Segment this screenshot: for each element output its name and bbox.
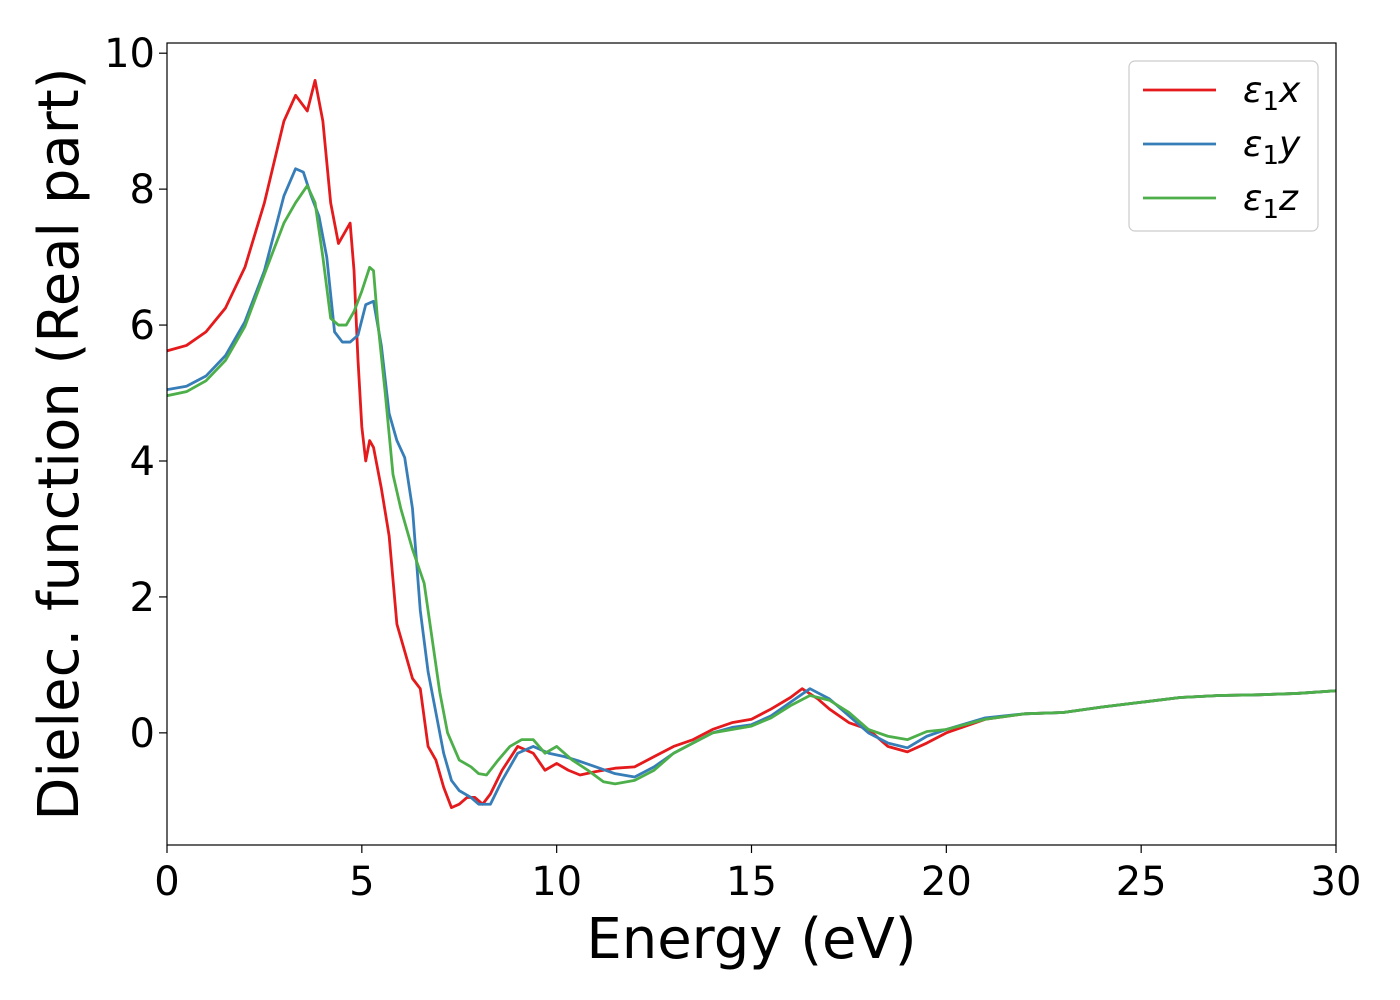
x-tick-label: 0 [154,859,179,905]
y-tick-label: 0 [130,711,155,757]
x-tick-label: 10 [531,859,582,905]
y-tick-label: 8 [130,167,155,213]
x-axis-label: Energy (eV) [586,907,916,972]
y-tick-label: 6 [130,303,155,349]
legend-box [1128,60,1319,232]
legend-label-z: ε1z [1243,178,1299,225]
x-tick-label: 20 [921,859,972,905]
y-axis-label: Dielec. function (Real part) [27,67,92,820]
x-axis: 0 5 10 15 20 25 30 [154,845,1361,905]
y-axis: 0 2 4 6 8 10 [104,31,167,757]
x-tick-label: 15 [726,859,777,905]
series-line-z [167,184,1336,786]
y-tick-label: 2 [130,575,155,621]
series-line-x [167,78,1336,810]
legend-label-x: ε1x [1243,70,1301,117]
y-tick-label: 4 [130,439,155,485]
x-tick-label: 30 [1311,859,1362,905]
series-line-y [167,167,1336,806]
y-tick-label: 10 [104,31,155,77]
legend: ε1x ε1y ε1z [1128,60,1319,232]
legend-label-y: ε1y [1243,124,1301,171]
x-tick-label: 25 [1116,859,1167,905]
x-tick-label: 5 [349,859,374,905]
